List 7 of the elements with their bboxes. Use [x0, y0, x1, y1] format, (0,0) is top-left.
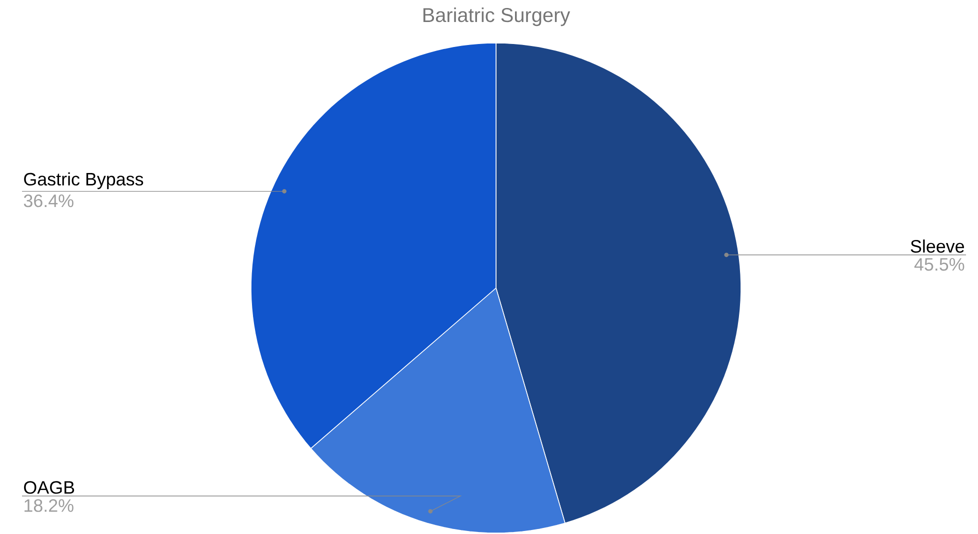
- chart-title: Bariatric Surgery: [423, 8, 570, 26]
- slice-label: Gastric Bypass: [24, 172, 144, 190]
- data-label: 45.5%: [914, 258, 964, 271]
- data-label: 36.4%: [24, 194, 74, 208]
- data-label: 18.2%: [24, 499, 74, 512]
- slice-label: OAGB: [24, 481, 74, 494]
- slice-label: Sleeve: [910, 240, 964, 253]
